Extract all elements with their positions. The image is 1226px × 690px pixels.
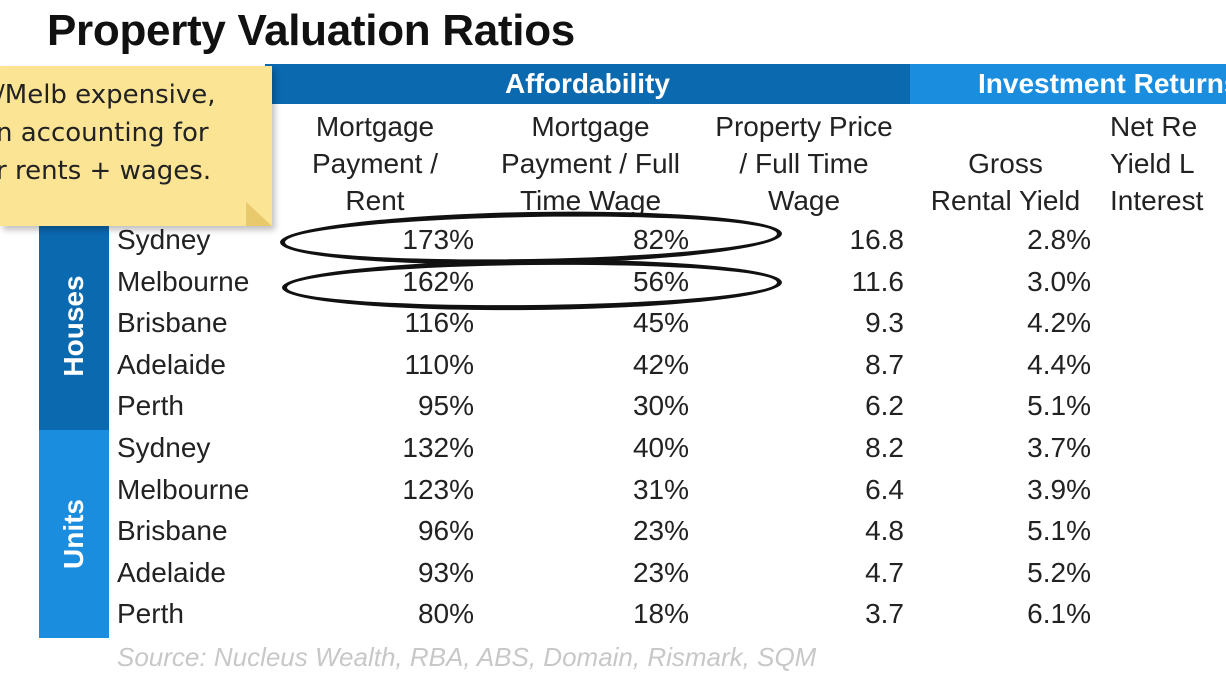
table-row: Melbourne 162% 56% 11.6 3.0% <box>0 264 1226 306</box>
col-header-price-wage: Property Price / Full Time Wage <box>715 111 893 216</box>
mortgage-wage-cell: 42% <box>632 348 689 380</box>
mortgage-rent-cell: 96% <box>417 515 474 547</box>
col-header-mortgage-rent: Mortgage Payment / Rent <box>311 111 439 216</box>
mortgage-wage-cell: 56% <box>632 265 689 297</box>
sticky-note: /Melb expensive, n accounting for r rent… <box>0 66 272 226</box>
table-row: Melbourne 123% 31% 6.4 3.9% <box>0 472 1226 514</box>
investment-returns-header: Investment Returns <box>910 64 1226 104</box>
city-cell: Sydney <box>117 431 211 463</box>
sticky-note-line: r rents + wages. <box>0 156 212 186</box>
table-row: Adelaide 110% 42% 8.7 4.4% <box>0 347 1226 389</box>
mortgage-rent-cell: 93% <box>417 556 474 588</box>
gross-yield-cell: 3.0% <box>1027 265 1091 297</box>
price-wage-cell: 6.4 <box>865 473 904 505</box>
gross-yield-cell: 5.1% <box>1027 390 1091 422</box>
table-row: Brisbane 96% 23% 4.8 5.1% <box>0 513 1226 555</box>
price-wage-cell: 3.7 <box>865 598 904 630</box>
mortgage-wage-cell: 82% <box>632 224 689 255</box>
sticky-note-line: n accounting for <box>0 118 209 148</box>
mortgage-rent-cell: 123% <box>402 473 474 505</box>
mortgage-rent-cell: 173% <box>402 224 474 255</box>
mortgage-rent-cell: 162% <box>402 265 474 297</box>
city-cell: Melbourne <box>117 265 250 297</box>
table-row: Adelaide 93% 23% 4.7 5.2% <box>0 555 1226 597</box>
source-note: Source: Nucleus Wealth, RBA, ABS, Domain… <box>117 642 817 672</box>
mortgage-rent-cell: 132% <box>402 431 474 463</box>
table-row: Perth 95% 30% 6.2 5.1% <box>0 388 1226 430</box>
city-cell: Adelaide <box>117 348 226 380</box>
city-cell: Melbourne <box>117 473 250 505</box>
mortgage-wage-cell: 31% <box>632 473 689 505</box>
gross-yield-cell: 5.1% <box>1027 515 1091 547</box>
table-row: Sydney 173% 82% 16.8 2.8% <box>0 222 1226 264</box>
table-row: Perth 80% 18% 3.7 6.1% <box>0 596 1226 638</box>
table-row: Sydney 132% 40% 8.2 3.7% <box>0 430 1226 472</box>
mortgage-wage-cell: 23% <box>632 556 689 588</box>
mortgage-wage-cell: 45% <box>632 307 689 339</box>
mortgage-rent-cell: 95% <box>417 390 474 422</box>
price-wage-cell: 11.6 <box>851 265 904 297</box>
price-wage-cell: 16.8 <box>849 224 905 255</box>
col-header-gross-yield: Gross Rental Yield <box>930 148 1081 216</box>
gross-yield-cell: 3.9% <box>1027 473 1091 505</box>
city-cell: Sydney <box>117 224 211 255</box>
price-wage-cell: 4.8 <box>865 515 904 547</box>
gross-yield-cell: 2.8% <box>1027 224 1091 255</box>
gross-yield-cell: 3.7% <box>1027 431 1091 463</box>
gross-yield-cell: 6.1% <box>1027 598 1091 630</box>
gross-yield-cell: 5.2% <box>1027 556 1091 588</box>
mortgage-rent-cell: 80% <box>417 598 474 630</box>
price-wage-cell: 9.3 <box>865 307 904 339</box>
city-cell: Brisbane <box>117 515 228 547</box>
col-header-net-yield: Net Re Yield L Interest <box>1110 111 1204 216</box>
table-row: Brisbane 116% 45% 9.3 4.2% <box>0 305 1226 347</box>
city-cell: Perth <box>117 390 184 422</box>
sticky-note-line: /Melb expensive, <box>0 80 216 110</box>
mortgage-rent-cell: 116% <box>404 307 474 339</box>
mortgage-wage-cell: 40% <box>632 431 689 463</box>
mortgage-rent-cell: 110% <box>404 348 474 380</box>
mortgage-wage-cell: 18% <box>632 598 689 630</box>
houses-label-bar: Houses <box>39 222 109 430</box>
page-title: Property Valuation Ratios <box>47 6 575 55</box>
city-cell: Adelaide <box>117 556 226 588</box>
affordability-header: Affordability <box>265 64 910 104</box>
price-wage-cell: 6.2 <box>865 390 904 422</box>
col-header-mortgage-wage: Mortgage Payment / Full Time Wage <box>501 111 680 216</box>
gross-yield-cell: 4.4% <box>1027 348 1091 380</box>
city-cell: Brisbane <box>117 307 228 339</box>
sticky-note-fold <box>246 202 272 226</box>
city-cell: Perth <box>117 598 184 630</box>
gross-yield-cell: 4.2% <box>1027 307 1091 339</box>
units-label-bar: Units <box>39 430 109 638</box>
price-wage-cell: 8.7 <box>865 348 904 380</box>
price-wage-cell: 8.2 <box>865 431 904 463</box>
data-table: Sydney 173% 82% 16.8 2.8% Melbourne 162%… <box>0 222 1226 638</box>
mortgage-wage-cell: 30% <box>632 390 689 422</box>
price-wage-cell: 4.7 <box>865 556 904 588</box>
mortgage-wage-cell: 23% <box>632 515 689 547</box>
